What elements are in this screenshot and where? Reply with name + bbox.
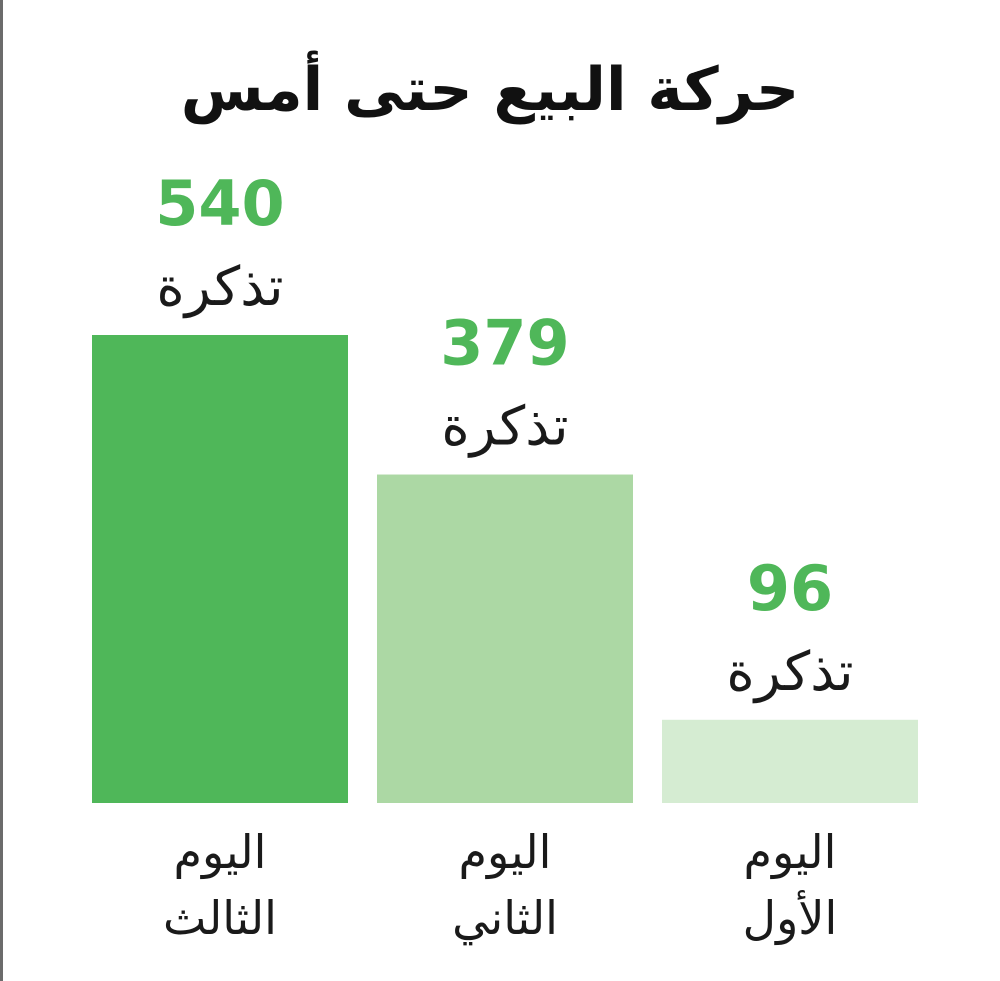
bar-value-label: 96 xyxy=(747,552,833,625)
chart-title: حركة البيع حتى أمس xyxy=(180,55,800,125)
category-label-line: الثالث xyxy=(163,891,277,945)
labels-group: 540 تذكرة اليوم الثالث 379 تذكرة اليوم الثاني 96… xyxy=(155,167,853,946)
bar-value-label: 540 xyxy=(155,167,284,240)
left-border-rule xyxy=(0,0,3,981)
category-label-line: اليوم xyxy=(744,825,837,880)
category-label-line: اليوم xyxy=(459,825,552,880)
category-label-line: الثاني xyxy=(452,891,558,946)
bar-unit-label: تذكرة xyxy=(441,395,568,458)
bars-group xyxy=(92,335,918,803)
bar-unit-label: تذكرة xyxy=(726,640,853,703)
category-label-line: اليوم xyxy=(174,825,267,880)
category-label-line: الأول xyxy=(743,889,838,946)
bar-3 xyxy=(662,719,918,803)
bar-1 xyxy=(92,335,348,803)
bar-2 xyxy=(377,474,633,803)
bar-value-label: 379 xyxy=(440,307,569,380)
bar-unit-label: تذكرة xyxy=(156,255,283,318)
